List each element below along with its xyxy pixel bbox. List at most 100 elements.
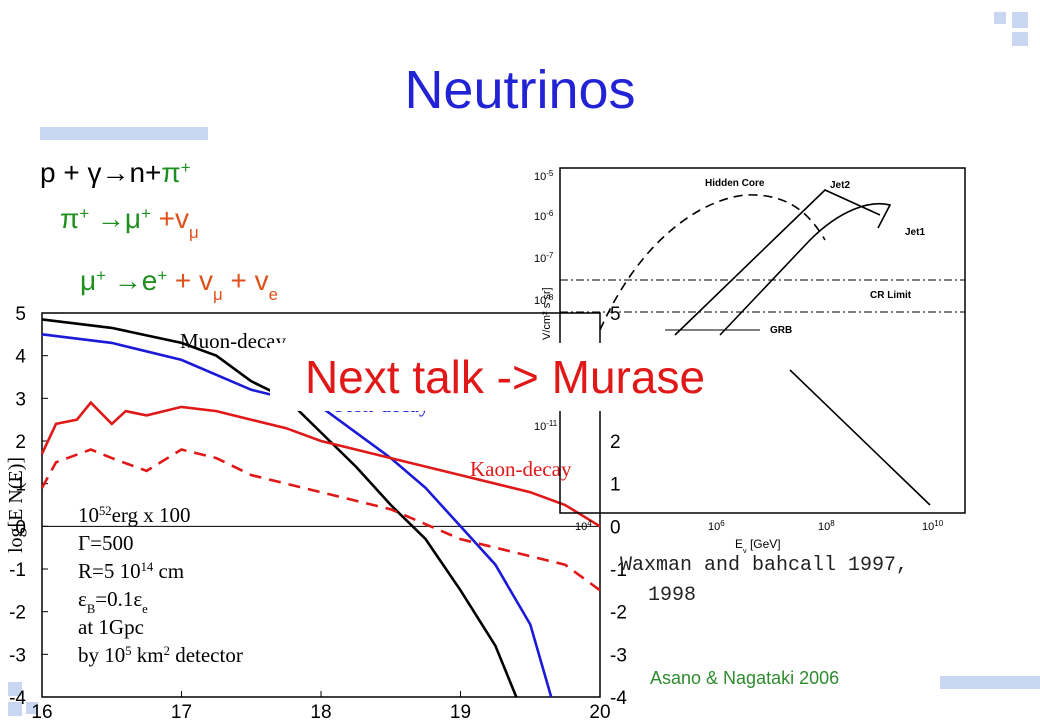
y2-tick-label: -4 (610, 688, 627, 709)
text-part: ν (743, 546, 747, 555)
x-tick-label: 18 (310, 702, 331, 720)
text-part: π (60, 203, 79, 234)
y2-tick-label: -3 (610, 645, 627, 666)
series-label: Muon-decay (180, 329, 287, 353)
x-tick-label: 17 (171, 702, 192, 720)
y-tick-label: 0 (15, 517, 26, 538)
text-part: μ (80, 265, 96, 296)
x-tick-label: 19 (450, 702, 471, 720)
text-part: 52 (99, 504, 112, 518)
text-part: Γ=500 (78, 531, 133, 555)
text-part: 10 (534, 295, 546, 307)
inset-x-tick-label: 108 (818, 519, 835, 534)
text-part: + (181, 158, 191, 177)
text-part: π (161, 157, 180, 188)
inset-frame (559, 167, 966, 514)
series-label: Kaon-decay (470, 457, 572, 481)
text-part: →e (106, 265, 157, 296)
callout: Next talk -> Murase (305, 351, 705, 403)
y-tick-label: -4 (9, 688, 26, 709)
x-tick-label: 20 (589, 702, 610, 720)
text-part: km (132, 643, 164, 667)
text-part: ε (78, 587, 87, 611)
y-tick-label: -1 (9, 560, 26, 581)
text-part: 10 (534, 211, 546, 223)
equation: μ+ →e+ + vμ + ve (80, 265, 278, 304)
text-part: e (269, 285, 278, 304)
text-part: + (157, 266, 167, 285)
text-part: 6 (720, 519, 725, 528)
text-part: + (96, 266, 106, 285)
y2-tick-label: -1 (610, 560, 627, 581)
text-part: E (735, 537, 743, 551)
equation: π+ →μ+ +vμ (60, 203, 199, 242)
text-part: 10 (534, 171, 546, 183)
y-tick-label: 3 (15, 389, 26, 410)
text-part: R=5 10 (78, 559, 141, 583)
y-tick-label: -2 (9, 603, 26, 624)
equation: p + γ→n+π+ (40, 157, 191, 188)
text-part: + v (167, 265, 213, 296)
text-part: + v (223, 265, 269, 296)
reference: Waxman and bahcall 1997, (620, 554, 908, 577)
inset-x-tick-label: 104 (575, 519, 592, 534)
series-line (40, 400, 601, 528)
text-part: by 10 (78, 643, 125, 667)
text-part: at 1Gpc (78, 615, 144, 639)
reference: 1998 (648, 584, 696, 607)
y-tick-label: 1 (15, 475, 26, 496)
reference: Asano & Nagataki 2006 (650, 668, 839, 688)
inset-y-tick-label: 10-7 (534, 251, 554, 266)
inset-curve-label: Hidden Core (705, 178, 765, 189)
text-part: + (79, 204, 89, 223)
inset-y-axis-label: V/cm² s sr] (541, 287, 553, 340)
text-part: 2 (164, 644, 170, 658)
text-part: 10 (934, 519, 943, 528)
text-part: 5 (125, 644, 131, 658)
text-part: μ (189, 223, 199, 242)
text-part: [GeV] (747, 537, 781, 551)
text-part: -11 (546, 419, 558, 428)
y-axis-label: log[E N(E)] (5, 457, 27, 553)
text-part: +v (151, 203, 189, 234)
annotation: εB=0.1εe (78, 587, 148, 616)
inset-y-tick-label: 10-6 (534, 209, 554, 224)
text-part: 4 (587, 519, 592, 528)
text-part: erg x 100 (112, 503, 191, 527)
text-part: -6 (546, 209, 554, 218)
text-part: 8 (830, 519, 835, 528)
inset-y-tick-label: 10-5 (534, 169, 554, 184)
inset-x-tick-label: 106 (708, 519, 725, 534)
y2-tick-label: 1 (610, 475, 621, 496)
y-tick-label: 5 (15, 304, 26, 325)
annotation: R=5 1014 cm (78, 559, 184, 583)
text-part: 14 (141, 560, 154, 574)
y-tick-label: -3 (9, 645, 26, 666)
text-part: →μ (89, 203, 141, 234)
equations: p + γ→n+π+π+ →μ+ +vμμ+ →e+ + vμ + ve (40, 157, 278, 304)
y2-tick-label: 2 (610, 432, 621, 453)
text-part: 10 (534, 421, 546, 433)
text-part: -8 (546, 293, 554, 302)
annotation: Γ=500 (78, 531, 133, 555)
inset-y-tick-label: 10-8 (534, 293, 554, 308)
inset-curve-label: CR Limit (870, 290, 912, 301)
y-tick-label: 4 (15, 347, 26, 368)
text-part: detector (170, 643, 243, 667)
y2-tick-label: 5 (610, 304, 621, 325)
inset-curve-label: Jet1 (905, 227, 925, 238)
text-part: 10 (575, 521, 587, 533)
y-tick-label: 2 (15, 432, 26, 453)
text-part: e (142, 602, 148, 616)
text-part: 10 (708, 521, 720, 533)
text-part: 10 (922, 521, 934, 533)
annotation: 1052erg x 100 (78, 503, 191, 527)
annotation: by 105 km2 detector (78, 643, 243, 667)
y2-tick-label: 0 (610, 517, 621, 538)
text-part: 10 (534, 253, 546, 265)
text-part: B (87, 602, 95, 616)
inset-curve-label: Jet2 (830, 180, 850, 191)
text-part: 10 (818, 521, 830, 533)
